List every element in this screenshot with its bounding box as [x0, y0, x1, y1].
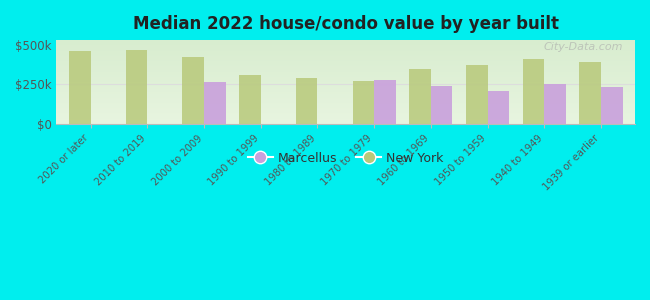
Bar — [239, 75, 261, 124]
Bar — [544, 84, 566, 124]
Bar — [69, 51, 90, 124]
Bar — [125, 50, 148, 124]
Bar — [579, 62, 601, 124]
Bar — [466, 65, 488, 124]
Bar — [352, 81, 374, 124]
Bar — [431, 86, 452, 124]
Legend: Marcellus, New York: Marcellus, New York — [243, 147, 448, 170]
Bar — [601, 87, 623, 124]
Bar — [374, 80, 396, 124]
Bar — [296, 78, 317, 124]
Bar — [183, 57, 204, 124]
Bar — [204, 82, 226, 124]
Bar — [488, 91, 509, 124]
Bar — [410, 69, 431, 124]
Title: Median 2022 house/condo value by year built: Median 2022 house/condo value by year bu… — [133, 15, 559, 33]
Text: City-Data.com: City-Data.com — [544, 42, 623, 52]
Bar — [523, 59, 544, 124]
